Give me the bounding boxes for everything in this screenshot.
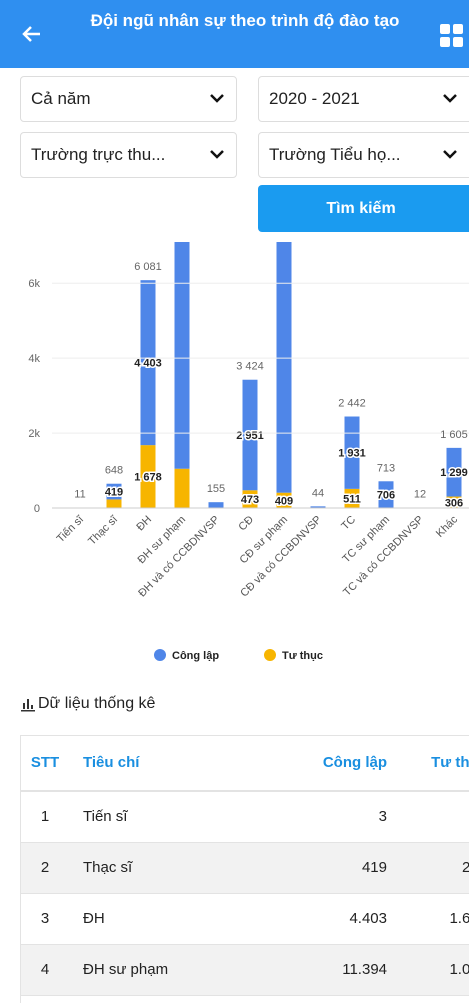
y-tick-label: 0 xyxy=(34,503,40,515)
total-label: 155 xyxy=(207,483,225,495)
period-value: Cả năm xyxy=(31,89,91,108)
table-cell: 1 xyxy=(40,808,50,825)
total-label: 44 xyxy=(312,487,324,499)
x-tick-label: Thạc sĩ xyxy=(86,513,121,548)
chart-icon xyxy=(21,699,35,712)
value-label: 706 xyxy=(377,490,395,502)
plot-area: 419 1 678 4 403 473 2 951 409 511 1 931 706 306 1 … xyxy=(72,242,469,511)
bar-segment xyxy=(276,242,292,493)
bar-segment xyxy=(140,445,156,508)
unit-value: Trường trực thu... xyxy=(31,145,166,164)
value-label: 1 931 xyxy=(338,448,366,460)
table-row: 2 Thạc sĩ 419 229 xyxy=(20,842,469,894)
table-cell: ĐH xyxy=(83,910,105,927)
table-row: 3 ĐH 4.403 1.678 xyxy=(20,893,469,945)
x-tick-label: Khác xyxy=(434,513,461,540)
header-cell: STT xyxy=(30,754,60,771)
table-cell: 229 xyxy=(461,859,469,876)
bar-segment xyxy=(242,379,258,491)
section-title: Dữ liệu thống kê xyxy=(38,695,156,712)
table-cell: 419 xyxy=(361,859,387,876)
x-tick-label: Tiến sĩ xyxy=(55,513,87,545)
x-tick-label: CĐ xyxy=(236,514,256,534)
bar-segment xyxy=(140,280,156,446)
header-cell: Công lập xyxy=(322,754,387,771)
back-button[interactable] xyxy=(20,22,44,46)
value-label: 4 403 xyxy=(134,358,162,370)
unit-select[interactable]: Trường trực thu... xyxy=(20,132,237,178)
table-cell: 3 xyxy=(40,910,50,927)
header-cell: Tiêu chí xyxy=(83,754,140,771)
table-cell: Tiến sĩ xyxy=(83,808,128,825)
chart: 419 1 678 4 403 473 2 951 409 511 1 931 706 306 1 … xyxy=(28,242,469,662)
period-select[interactable]: Cả năm xyxy=(20,76,237,122)
page-title: Đội ngũ nhân sự theo trình độ đào tạo xyxy=(90,11,400,30)
header-cell: Tư thục xyxy=(431,754,469,771)
table-cell: ĐH sư phạm xyxy=(83,961,169,978)
year-value: 2020 - 2021 xyxy=(269,89,360,108)
total-label: 6 081 xyxy=(134,261,162,273)
table-cell: 2 xyxy=(40,859,50,876)
value-label: 511 xyxy=(343,493,361,505)
x-tick-label: ĐH xyxy=(134,514,154,534)
value-label: 1 678 xyxy=(134,472,162,484)
legend-label: Tư thục xyxy=(282,650,323,662)
bar-segment xyxy=(310,506,326,508)
y-tick-label: 4k xyxy=(28,353,40,365)
value-label: 473 xyxy=(241,494,259,506)
school-select[interactable]: Trường Tiểu họ... xyxy=(258,132,469,178)
bar-segment xyxy=(174,242,190,469)
total-label: 12 xyxy=(414,489,426,501)
total-label: 2 442 xyxy=(338,398,366,410)
table-row: 4 ĐH sư phạm 11.394 1.048 xyxy=(20,944,469,996)
table-cell: 4 xyxy=(40,961,50,978)
bar-segment xyxy=(106,483,122,500)
bar-segment xyxy=(242,490,258,508)
school-value: Trường Tiểu họ... xyxy=(269,145,401,164)
table-cell: 11.394 xyxy=(342,961,387,978)
y-tick-label: 6k xyxy=(28,278,40,290)
table-cell: Thạc sĩ xyxy=(83,859,133,876)
legend-swatch xyxy=(264,649,276,661)
total-label: 1 605 xyxy=(440,429,468,441)
bar-segment xyxy=(446,447,462,497)
bar-segment xyxy=(344,416,360,489)
value-label: 1 299 xyxy=(440,467,468,479)
total-label: 648 xyxy=(105,465,123,477)
value-label: 2 951 xyxy=(236,430,264,442)
total-label: 11 xyxy=(74,489,85,501)
value-label: 306 xyxy=(445,497,463,509)
year-select[interactable]: 2020 - 2021 xyxy=(258,76,469,122)
total-label: 3 424 xyxy=(236,361,264,373)
search-button[interactable]: Tìm kiếm xyxy=(258,185,469,232)
table-cell: 1.048 xyxy=(449,961,469,978)
legend-label: Công lập xyxy=(172,650,219,662)
total-label: 713 xyxy=(377,462,395,474)
table-cell: 1.678 xyxy=(449,910,469,927)
bar-segment xyxy=(276,492,292,508)
app-header: Đội ngũ nhân sự theo trình độ đào tạo xyxy=(0,0,469,68)
table-cell: 4.403 xyxy=(349,910,387,927)
menu-icon[interactable] xyxy=(440,24,469,48)
table-cell: 3 xyxy=(378,808,387,825)
bar-segment xyxy=(106,499,122,508)
x-tick-label: TC xyxy=(339,514,358,533)
value-label: 419 xyxy=(105,487,123,499)
bar-segment xyxy=(174,468,190,508)
table-row: 1 Tiến sĩ 38 xyxy=(20,791,469,843)
bar-segment xyxy=(208,502,224,508)
value-label: 409 xyxy=(275,495,293,507)
bar-segment xyxy=(378,481,394,508)
y-tick-label: 2k xyxy=(28,428,40,440)
bar-segment xyxy=(446,496,462,508)
legend-swatch xyxy=(154,649,166,661)
bar-segment xyxy=(344,488,360,508)
table-cell: 8 xyxy=(391,792,469,842)
table-row xyxy=(20,995,469,1003)
table-header: STT Tiêu chí Công lập Tư thục xyxy=(20,735,469,791)
